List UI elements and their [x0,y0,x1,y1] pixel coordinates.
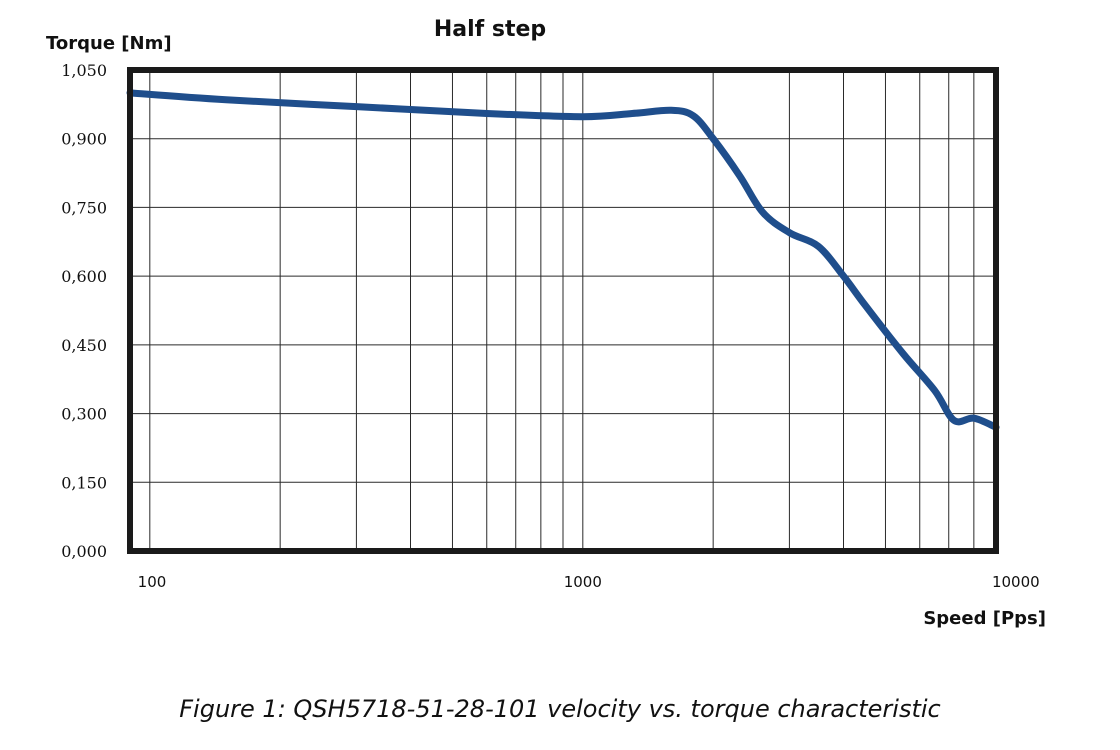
plot-frame [127,67,999,554]
grid [130,69,996,552]
figure-caption: Figure 1: QSH5718-51-28-101 velocity vs.… [179,695,941,723]
y-tick-label: 1,050 [61,61,107,80]
x-tick-label: 100 [138,573,167,591]
x-axis-title: Speed [Pps] [923,608,1046,629]
x-tick-label: 1000 [564,573,602,591]
y-tick-label: 0,900 [61,130,107,149]
y-tick-label: 0,300 [61,405,107,424]
y-tick-label: 0,000 [61,542,107,561]
y-tick-label: 0,150 [61,473,107,492]
x-tick-label: 10000 [992,573,1040,591]
y-tick-labels: 0,000 0,150 0,300 0,450 0,600 0,750 0,900 1,050 [61,61,107,561]
chart-title: Half step [434,17,546,42]
chart: Half step Torque [Nm] Speed [Pps] 0,0000… [46,17,1046,629]
x-tick-labels: 100 1000 10000 [138,573,1040,591]
y-tick-label: 0,750 [61,198,107,217]
y-axis-title: Torque [Nm] [46,33,172,54]
torque-curve [126,89,1000,431]
y-tick-label: 0,600 [61,267,107,286]
y-tick-label: 0,450 [61,336,107,355]
